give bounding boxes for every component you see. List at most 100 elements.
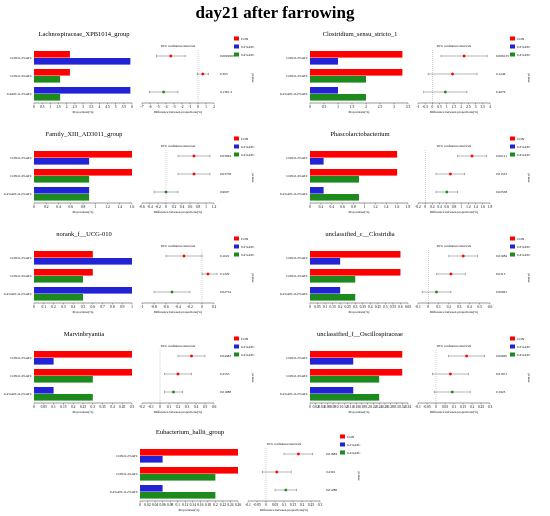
- x-tick-label: 0.1: [282, 503, 287, 507]
- bar-CON: [34, 351, 132, 358]
- x-tick-label: 0.25: [80, 405, 86, 409]
- x-tick-label: 2.5: [466, 105, 471, 109]
- x-tick-label: 0.15: [460, 405, 466, 409]
- x-tick-label: 0: [432, 105, 434, 109]
- x-tick-label: 2: [213, 105, 215, 109]
- x-tick-label: -1: [141, 305, 144, 309]
- diff-point: [170, 290, 174, 294]
- legend-label: 0.4%ATC: [517, 53, 531, 57]
- x-tick-label: 0: [159, 405, 161, 409]
- p-value: 0.01286: [326, 488, 337, 492]
- x-tick-label: 0.24: [376, 405, 382, 409]
- x-tick-label: 0.18: [359, 405, 365, 409]
- p-value: 0.0002993: [220, 54, 235, 58]
- panel-6: unclassified_c__Clostridia CON-0.2%ATC CON…: [280, 231, 531, 314]
- bar-CON: [34, 269, 93, 276]
- x-tick-label: 0.34: [405, 405, 411, 409]
- bar-02ATC: [310, 358, 354, 365]
- x-tick-label: 1: [364, 205, 366, 209]
- x-tick-label: -0.4: [175, 305, 181, 309]
- x-tick-label: 1: [49, 105, 51, 109]
- category-label: CON-0.4%ATC: [286, 274, 308, 278]
- bar-02ATC: [310, 158, 324, 165]
- ci-label: 95% confidence intervals: [161, 344, 196, 348]
- x-tick-label: 0.2: [430, 205, 435, 209]
- x-tick-label: -0.1: [245, 503, 251, 507]
- x-tick-label: 0.4: [56, 205, 61, 209]
- pvalue-axis-label: pvalue: [251, 273, 255, 283]
- x-tick-label: 0.1: [452, 405, 457, 409]
- legend-swatch: [510, 44, 515, 49]
- x-tick-label: 0: [197, 105, 199, 109]
- x-tick-label: 0.2: [470, 405, 475, 409]
- category-label: CON-0.2%ATC: [10, 56, 32, 60]
- category-label: CON-0.2%ATC: [10, 356, 32, 360]
- x-tick-label: 3.5: [89, 105, 94, 109]
- diff-point: [190, 354, 193, 358]
- x-tick-label: 0.08: [167, 503, 173, 507]
- bar-CON: [310, 151, 398, 158]
- x-tick-label: 0.3: [394, 405, 399, 409]
- category-label: 0.4%ATC-0.2%ATC: [280, 192, 309, 196]
- bar-CON: [310, 351, 403, 358]
- p-value: 0.0313: [496, 272, 506, 276]
- bar-02ATC: [310, 387, 354, 394]
- category-label: CON-0.4%ATC: [10, 74, 32, 78]
- p-value: 0.01533: [496, 172, 507, 176]
- x-tick-label: 0.3: [61, 305, 66, 309]
- panel-title: unclassified_f__Oscillospiraceae: [317, 331, 403, 338]
- x-tick-label: -1: [417, 105, 420, 109]
- ci-label: 95% confidence intervals: [161, 144, 196, 148]
- category-label: CON-0.2%ATC: [286, 156, 308, 160]
- diff-point: [449, 172, 452, 176]
- x-tick-label: 0: [424, 205, 426, 209]
- x-tick-label: 0.08: [330, 405, 336, 409]
- p-value: 0.01084: [496, 254, 507, 258]
- x-tick-label: 0.8: [81, 205, 86, 209]
- x-tick-label: 0.2: [172, 205, 177, 209]
- legend-swatch: [510, 352, 515, 357]
- bar-CON: [310, 69, 403, 76]
- x-tick-label: 0.4: [71, 305, 76, 309]
- bar-02ATC: [34, 158, 90, 165]
- pvalue-axis-label: pvalue: [251, 173, 255, 183]
- x-tick-label: -0.6: [163, 305, 169, 309]
- ci-label: 95% confidence intervals: [437, 344, 472, 348]
- legend-swatch: [234, 352, 239, 357]
- x-tick-label: 0.06: [159, 503, 165, 507]
- x-tick-label: 0: [309, 205, 311, 209]
- bar-02ATC: [34, 187, 90, 194]
- x-tick-label: 0.2: [447, 305, 452, 309]
- diff-point: [470, 154, 474, 158]
- legend-swatch: [234, 336, 239, 341]
- legend-label: 0.4%ATC: [517, 253, 531, 257]
- category-label: 0.4%ATC-0.2%ATC: [4, 392, 33, 396]
- x-tick-label: 0.1: [42, 305, 47, 309]
- ci-label: 95% confidence intervals: [161, 44, 196, 48]
- legend-swatch: [234, 252, 239, 257]
- x-axis-label-right: Difference between proportions(%): [154, 410, 202, 414]
- x-tick-label: 3: [475, 105, 477, 109]
- legend-swatch: [510, 236, 515, 241]
- p-value: 0.9007: [220, 190, 230, 194]
- bar-02ATC: [34, 58, 131, 65]
- legend-label: 0.4%ATC: [241, 353, 255, 357]
- x-tick-label: 0.12: [182, 503, 188, 507]
- pvalue-axis-label: pvalue: [251, 73, 255, 83]
- x-tick-label: 0.2: [213, 503, 218, 507]
- p-value: 0.01088: [220, 390, 231, 394]
- x-axis-label-left: Proportions(%): [73, 210, 94, 214]
- diff-point: [206, 272, 210, 276]
- legend-label: 0.2%ATC: [241, 245, 255, 249]
- bar-CON: [34, 69, 70, 76]
- p-value: 0.006133: [496, 54, 509, 58]
- diff-point: [201, 72, 205, 76]
- x-tick-label: 2.5: [378, 105, 383, 109]
- x-tick-label: 0.35: [360, 305, 366, 309]
- bar-04ATC: [310, 94, 366, 101]
- bar-04ATC: [34, 76, 61, 83]
- legend-label: CON: [517, 37, 525, 41]
- x-tick-label: -0.1: [148, 405, 154, 409]
- category-label: CON-0.4%ATC: [286, 174, 308, 178]
- x-tick-label: 0.2: [365, 405, 370, 409]
